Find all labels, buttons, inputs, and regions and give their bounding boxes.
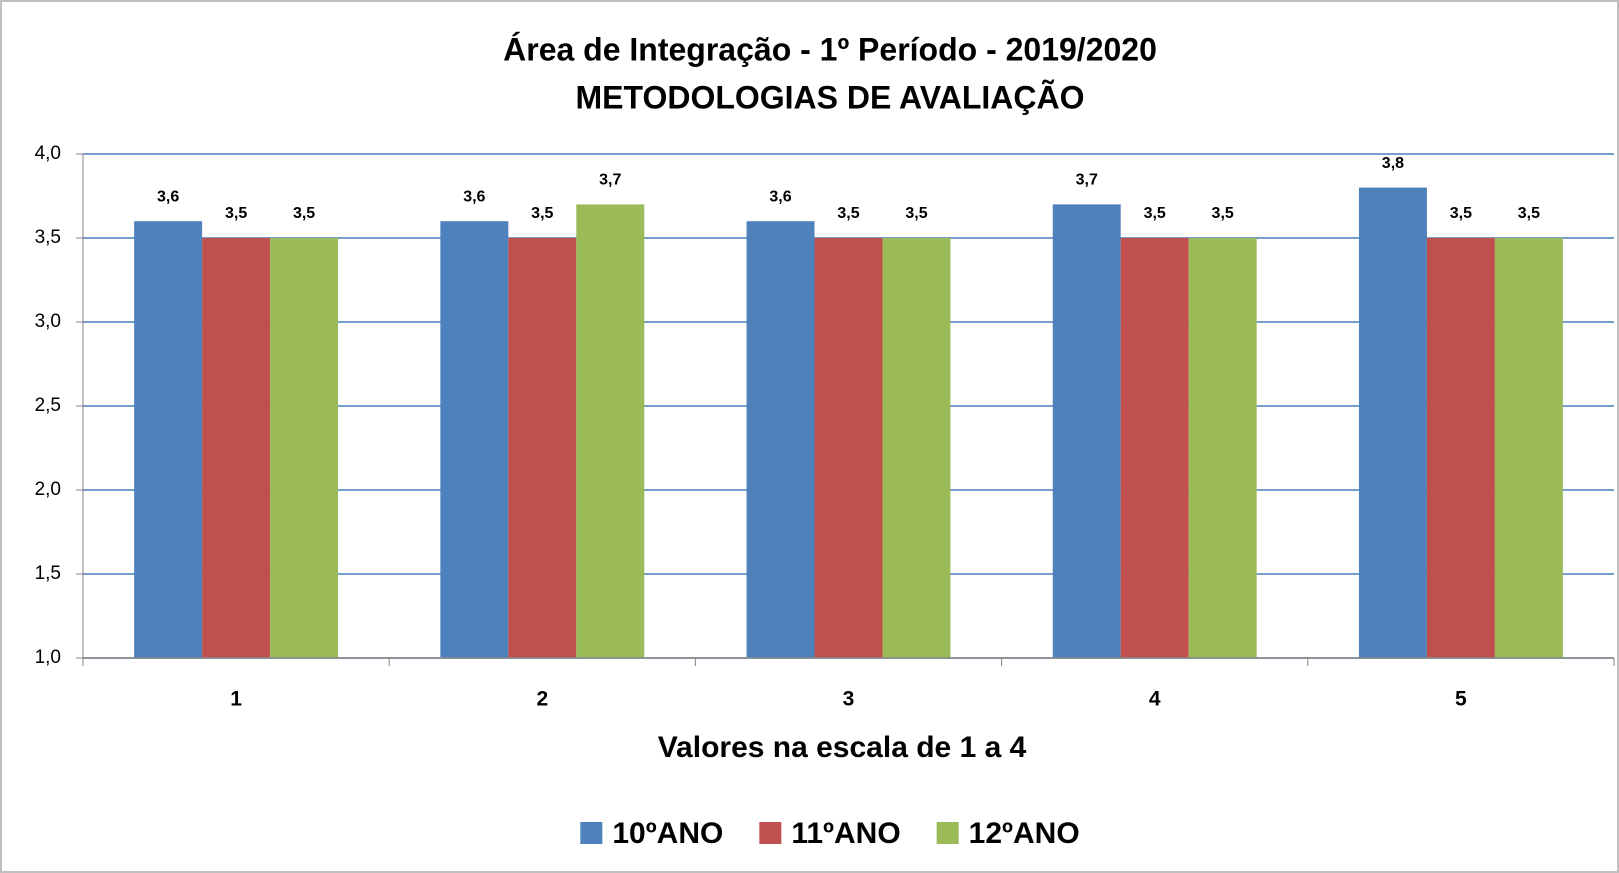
bar [508, 238, 577, 658]
value-label: 3,5 [225, 205, 247, 222]
bar [1120, 238, 1189, 658]
y-tick-label: 1,5 [35, 563, 61, 584]
bar [1426, 238, 1495, 658]
y-tick-label: 2,5 [35, 395, 61, 416]
value-label: 3,5 [293, 205, 315, 222]
value-label: 3,5 [1144, 205, 1166, 222]
legend-label: 12ºANO [969, 817, 1080, 850]
bar [202, 238, 271, 658]
x-axis-label: Valores na escala de 1 a 4 [658, 731, 1027, 764]
value-label: 3,5 [1450, 205, 1472, 222]
x-tick-label: 2 [536, 688, 548, 711]
value-label: 3,7 [1076, 172, 1098, 189]
value-label: 3,7 [599, 172, 621, 189]
y-tick-label: 4,0 [35, 143, 61, 164]
bar [576, 204, 645, 658]
x-tick-label: 4 [1149, 688, 1161, 711]
x-tick-label: 1 [230, 688, 242, 711]
y-tick-label: 3,0 [35, 311, 61, 332]
chart-subtitle: METODOLOGIAS DE AVALIAÇÃO [575, 79, 1084, 115]
bar [882, 238, 951, 658]
legend-label: 10ºANO [612, 817, 723, 850]
bar [1188, 238, 1257, 658]
value-label: 3,5 [531, 205, 553, 222]
bar [814, 238, 883, 658]
bar [270, 238, 339, 658]
value-label: 3,6 [157, 188, 179, 205]
bar [440, 221, 509, 658]
chart-title: Área de Integração - 1º Período - 2019/2… [503, 31, 1157, 67]
y-tick-label: 2,0 [35, 479, 61, 500]
value-label: 3,5 [905, 205, 927, 222]
legend-label: 11ºANO [791, 817, 900, 850]
legend-swatch [580, 822, 603, 844]
bar [1494, 238, 1563, 658]
value-label: 3,5 [1212, 205, 1234, 222]
value-label: 3,5 [837, 205, 859, 222]
y-tick-label: 1,0 [35, 647, 61, 668]
x-tick-label: 3 [843, 688, 855, 711]
value-label: 3,5 [1518, 205, 1540, 222]
x-tick-label: 5 [1455, 688, 1467, 711]
y-tick-label: 3,5 [35, 227, 61, 248]
value-label: 3,8 [1382, 155, 1404, 172]
bar [1358, 187, 1427, 658]
value-label: 3,6 [463, 188, 485, 205]
bar [1052, 204, 1121, 658]
bar [746, 221, 815, 658]
bar [134, 221, 203, 658]
legend-swatch [936, 822, 959, 844]
value-label: 3,6 [769, 188, 791, 205]
legend-swatch [759, 822, 782, 844]
